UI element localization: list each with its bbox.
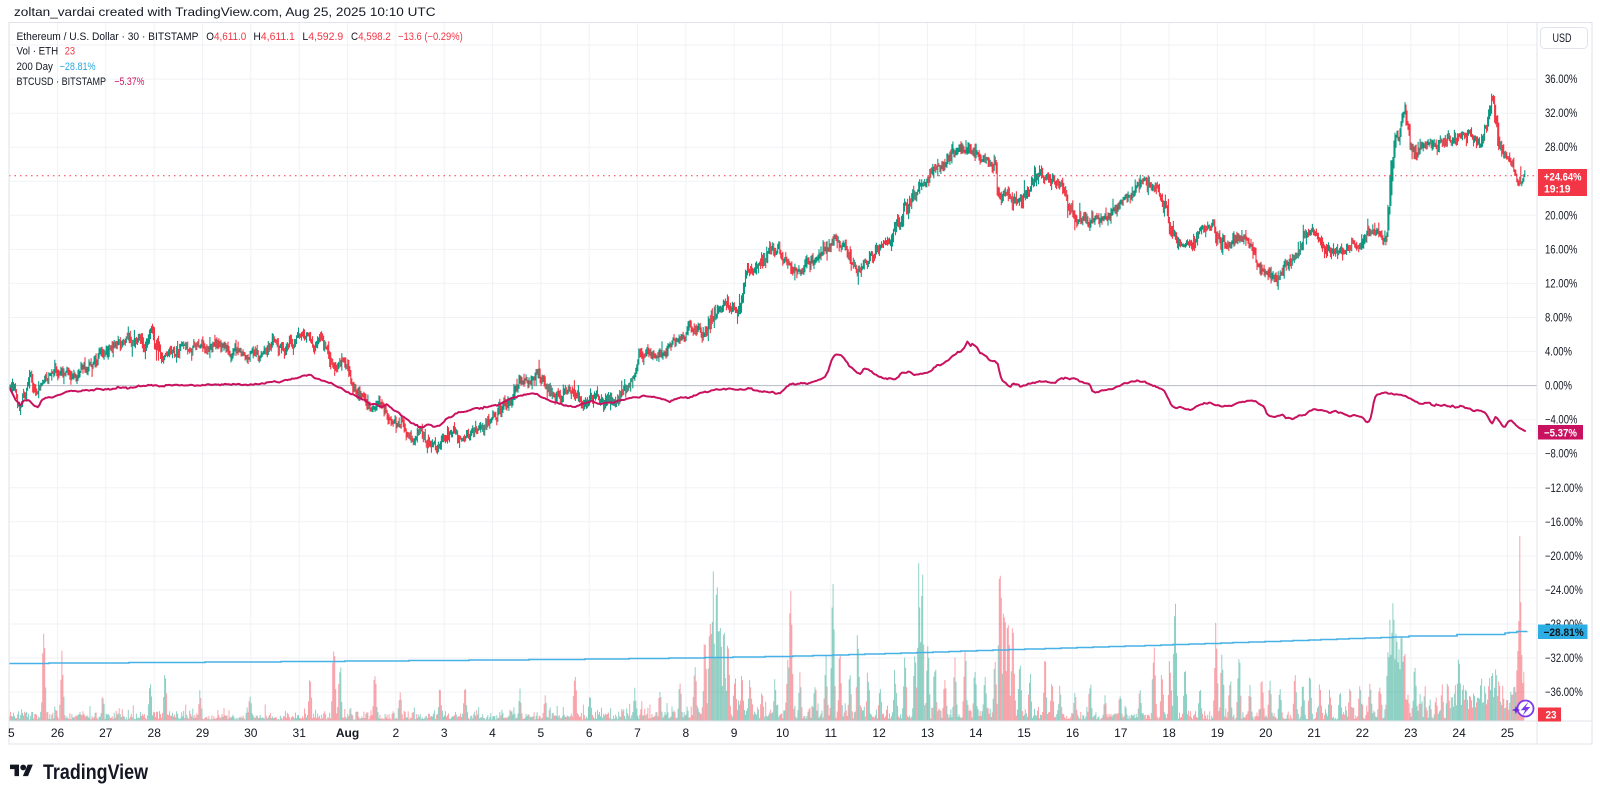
svg-text:−5.37%: −5.37% — [114, 76, 144, 88]
svg-text:TradingView: TradingView — [43, 760, 148, 784]
svg-text:−8.00%: −8.00% — [1545, 449, 1577, 461]
svg-text:4: 4 — [489, 726, 496, 740]
svg-text:29: 29 — [196, 726, 210, 740]
svg-text:21: 21 — [1307, 726, 1321, 740]
svg-text:24: 24 — [1452, 726, 1466, 740]
svg-text:28: 28 — [148, 726, 162, 740]
svg-text:−32.00%: −32.00% — [1545, 653, 1583, 665]
svg-text:L4,592.9: L4,592.9 — [302, 31, 343, 43]
svg-text:7: 7 — [634, 726, 641, 740]
svg-text:32.00%: 32.00% — [1545, 108, 1577, 120]
svg-text:C4,598.2: C4,598.2 — [351, 31, 391, 43]
svg-text:13: 13 — [921, 726, 935, 740]
svg-text:−5.37%: −5.37% — [1544, 427, 1577, 439]
svg-text:zoltan_vardai created with Tra: zoltan_vardai created with TradingView.c… — [14, 5, 436, 19]
svg-text:−12.00%: −12.00% — [1545, 483, 1583, 495]
svg-text:28.00%: 28.00% — [1545, 142, 1577, 154]
svg-text:5: 5 — [537, 726, 544, 740]
svg-text:5: 5 — [8, 726, 15, 740]
svg-text:12.00%: 12.00% — [1545, 278, 1577, 290]
svg-text:14: 14 — [969, 726, 983, 740]
svg-text:31: 31 — [293, 726, 307, 740]
svg-text:Ethereum / U.S. Dollar · 30 ·: Ethereum / U.S. Dollar · 30 · BITSTAMP — [17, 31, 199, 43]
svg-text:8: 8 — [682, 726, 689, 740]
svg-text:19:19: 19:19 — [1544, 184, 1571, 196]
svg-text:2: 2 — [392, 726, 399, 740]
svg-text:200 Day: 200 Day — [17, 61, 54, 73]
svg-text:18: 18 — [1162, 726, 1176, 740]
svg-text:20: 20 — [1259, 726, 1273, 740]
svg-text:23: 23 — [65, 46, 75, 58]
svg-text:30: 30 — [244, 726, 258, 740]
svg-text:23: 23 — [1404, 726, 1418, 740]
svg-text:−13.6 (−0.29%): −13.6 (−0.29%) — [398, 31, 463, 43]
svg-text:−36.00%: −36.00% — [1545, 687, 1583, 699]
svg-text:17: 17 — [1114, 726, 1128, 740]
svg-text:Aug: Aug — [336, 726, 359, 740]
svg-text:8.00%: 8.00% — [1545, 313, 1572, 325]
svg-text:11: 11 — [825, 726, 838, 740]
svg-text:−16.00%: −16.00% — [1545, 517, 1583, 529]
svg-text:10: 10 — [776, 726, 790, 740]
svg-text:23: 23 — [1546, 709, 1557, 721]
svg-text:22: 22 — [1356, 726, 1370, 740]
svg-text:26: 26 — [51, 726, 65, 740]
svg-text:9: 9 — [731, 726, 738, 740]
svg-text:H4,611.1: H4,611.1 — [253, 31, 294, 43]
svg-text:0.00%: 0.00% — [1545, 381, 1572, 393]
svg-text:12: 12 — [872, 726, 886, 740]
svg-text:USD: USD — [1553, 33, 1572, 45]
svg-text:BTCUSD · BITSTAMP: BTCUSD · BITSTAMP — [17, 76, 107, 88]
svg-text:19: 19 — [1211, 726, 1225, 740]
svg-text:+24.64%: +24.64% — [1544, 172, 1582, 184]
svg-text:−28.81%: −28.81% — [1544, 627, 1584, 639]
svg-text:−28.81%: −28.81% — [60, 61, 96, 73]
svg-text:25: 25 — [1501, 726, 1515, 740]
svg-text:4.00%: 4.00% — [1545, 347, 1572, 359]
svg-text:16: 16 — [1066, 726, 1080, 740]
svg-text:6: 6 — [586, 726, 593, 740]
svg-text:Vol · ETH: Vol · ETH — [17, 46, 59, 58]
svg-text:3: 3 — [441, 726, 448, 740]
svg-text:16.00%: 16.00% — [1545, 244, 1577, 256]
svg-text:−4.00%: −4.00% — [1545, 415, 1577, 427]
svg-text:O4,611.0: O4,611.0 — [206, 31, 246, 43]
svg-text:20.00%: 20.00% — [1545, 210, 1577, 222]
svg-text:36.00%: 36.00% — [1545, 74, 1577, 86]
svg-text:−20.00%: −20.00% — [1545, 551, 1583, 563]
svg-text:−24.00%: −24.00% — [1545, 585, 1583, 597]
svg-text:15: 15 — [1017, 726, 1031, 740]
svg-text:27: 27 — [99, 726, 113, 740]
